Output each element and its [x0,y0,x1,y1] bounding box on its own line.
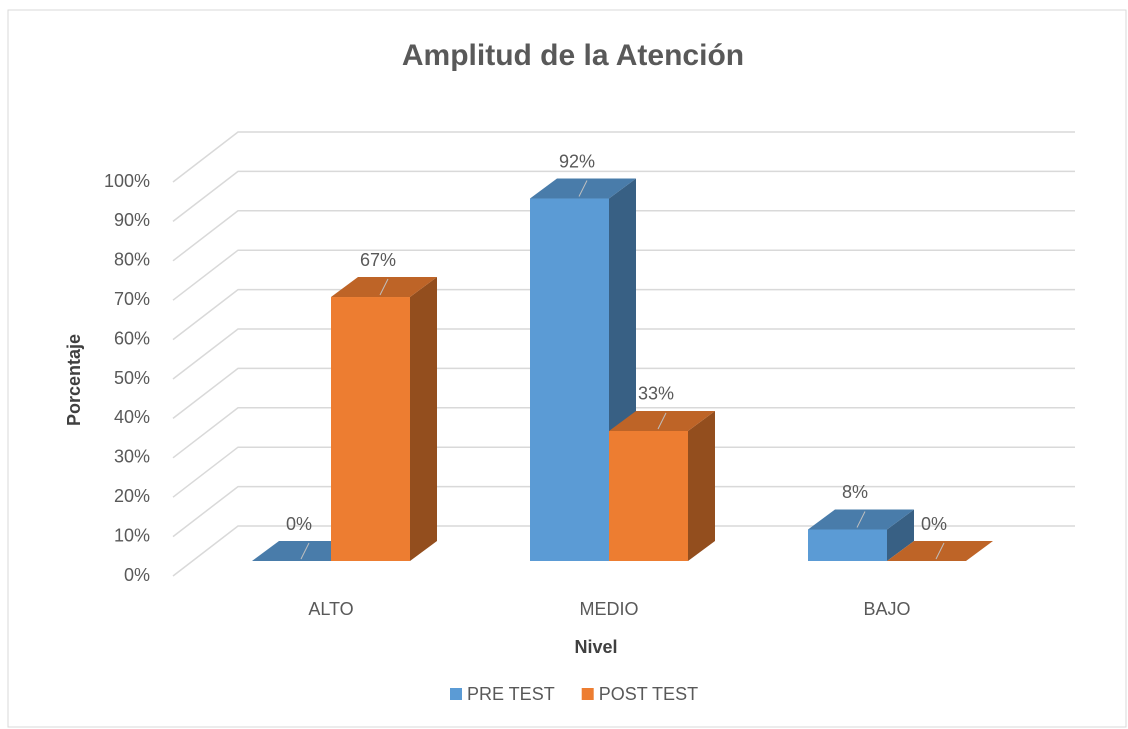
bar [808,529,887,561]
grid-line [172,170,1075,222]
bar-side [887,509,914,561]
y-tick-label: 40% [114,407,150,427]
y-tick-label: 80% [114,250,150,270]
legend-swatch [450,688,462,700]
x-axis-title: Nivel [574,637,617,657]
y-axis-title: Porcentaje [64,334,84,426]
x-tick-label: BAJO [863,599,910,619]
leader-line [578,180,588,197]
legend-swatch [581,688,594,700]
data-label: 0% [921,514,947,534]
grid-line [172,407,1075,459]
data-label: 92% [559,151,595,171]
y-tick-label: 10% [114,525,150,545]
grid-line [172,288,1075,341]
x-tick-label: ALTO [308,599,353,619]
data-label: 0% [286,514,312,534]
grid-line [172,525,1075,577]
grid-line [172,210,1075,262]
data-label: 33% [638,384,674,404]
legend-label: PRE TEST [467,684,555,704]
data-label: 67% [360,250,396,270]
chart-title: Amplitud de la Atención [402,39,744,72]
y-tick-label: 100% [104,171,150,191]
y-tick-label: 30% [114,447,150,467]
data-label: 8% [842,482,868,502]
bar-side [688,410,715,561]
y-tick-label: 50% [114,368,150,388]
grid-line [172,485,1075,538]
leader-line [935,542,945,560]
bar [530,198,609,561]
legend-label: POST TEST [599,684,698,704]
bar-side [410,277,437,561]
leader-line [300,542,310,560]
y-tick-label: 20% [114,486,150,506]
grid-line [172,131,1075,183]
y-tick-label: 70% [114,289,150,309]
bar [609,430,688,561]
y-tick-label: 60% [114,328,150,348]
grid-line [172,367,1075,419]
leader-line [379,278,389,296]
grid-line [172,328,1075,380]
leader-line [856,511,866,528]
grid-line [172,446,1075,498]
bar [331,297,410,561]
x-tick-label: MEDIO [579,599,638,619]
y-tick-label: 90% [114,210,150,230]
grid-line [172,249,1075,301]
leader-line [657,412,667,430]
y-tick-label: 0% [124,565,150,585]
